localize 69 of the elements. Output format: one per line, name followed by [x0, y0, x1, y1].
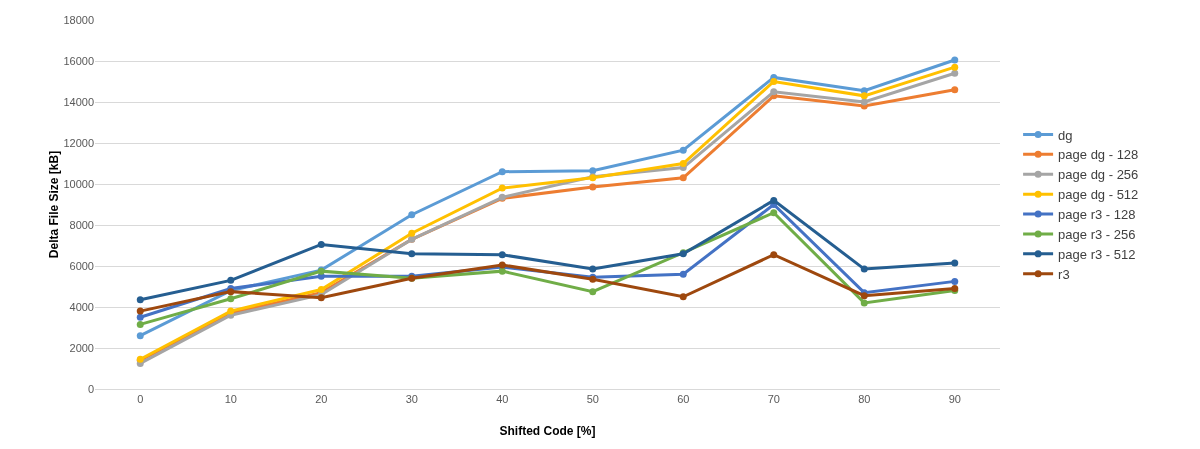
x-tick-label: 40	[496, 393, 509, 406]
x-tick-label: 20	[315, 393, 328, 406]
x-tick-label: 80	[858, 393, 871, 406]
y-tick-label: 4000	[69, 300, 94, 313]
point	[951, 69, 959, 77]
x-tick-label: 30	[405, 393, 418, 406]
y-tick-label: 8000	[69, 218, 94, 231]
legend-label: page dg - 128	[1058, 147, 1139, 163]
legend-label: r3	[1058, 266, 1070, 282]
y-tick-label: 14000	[63, 95, 94, 108]
point	[679, 174, 687, 182]
legend-label: dg	[1058, 127, 1073, 143]
point	[498, 184, 506, 192]
point	[317, 240, 325, 248]
point	[860, 92, 868, 100]
point	[227, 276, 235, 284]
y-tick-label: 10000	[63, 177, 94, 190]
point	[951, 277, 959, 285]
point	[498, 168, 506, 176]
legend-label: page dg - 256	[1058, 167, 1139, 183]
point	[860, 98, 868, 106]
point	[951, 56, 959, 64]
point	[136, 320, 144, 328]
point	[679, 270, 687, 278]
x-tick-label: 90	[948, 393, 961, 406]
y-axis-title: Delta File Size [kB]	[47, 150, 62, 259]
y-tick-label: 18000	[63, 13, 94, 26]
point	[679, 146, 687, 154]
point	[770, 251, 778, 259]
y-tick-label: 12000	[63, 136, 94, 149]
point	[589, 288, 597, 296]
x-tick-label: 70	[767, 393, 780, 406]
x-tick-label: 0	[137, 393, 144, 406]
point	[408, 250, 416, 258]
point	[860, 265, 868, 273]
point	[136, 296, 144, 304]
y-tick-label: 2000	[69, 341, 94, 354]
x-tick-label: 50	[586, 393, 599, 406]
point	[408, 229, 416, 237]
x-axis-title: Shifted Code [%]	[499, 424, 596, 438]
point	[679, 293, 687, 301]
point	[951, 63, 959, 71]
legend-label: page r3 - 512	[1058, 246, 1136, 262]
point	[770, 196, 778, 204]
y-tick-label: 6000	[69, 259, 94, 272]
point	[951, 259, 959, 267]
point	[136, 332, 144, 340]
point	[408, 211, 416, 219]
y-tick-label: 16000	[63, 54, 94, 67]
x-tick-label: 60	[677, 393, 690, 406]
point	[770, 88, 778, 96]
point	[860, 299, 868, 307]
point	[498, 251, 506, 259]
point	[679, 160, 687, 167]
point	[589, 183, 597, 191]
legend-label: page r3 - 256	[1058, 227, 1136, 243]
x-tick-label: 10	[224, 393, 237, 406]
point	[589, 265, 597, 273]
point	[498, 267, 506, 275]
point	[136, 313, 144, 321]
point	[770, 209, 778, 217]
legend-label: page r3 - 128	[1058, 207, 1136, 223]
point	[770, 78, 778, 85]
y-tick-label: 0	[87, 382, 94, 395]
point	[227, 295, 235, 303]
point	[951, 86, 959, 94]
point	[136, 307, 144, 315]
legend-label: page dg - 512	[1058, 187, 1139, 203]
point	[589, 167, 597, 175]
